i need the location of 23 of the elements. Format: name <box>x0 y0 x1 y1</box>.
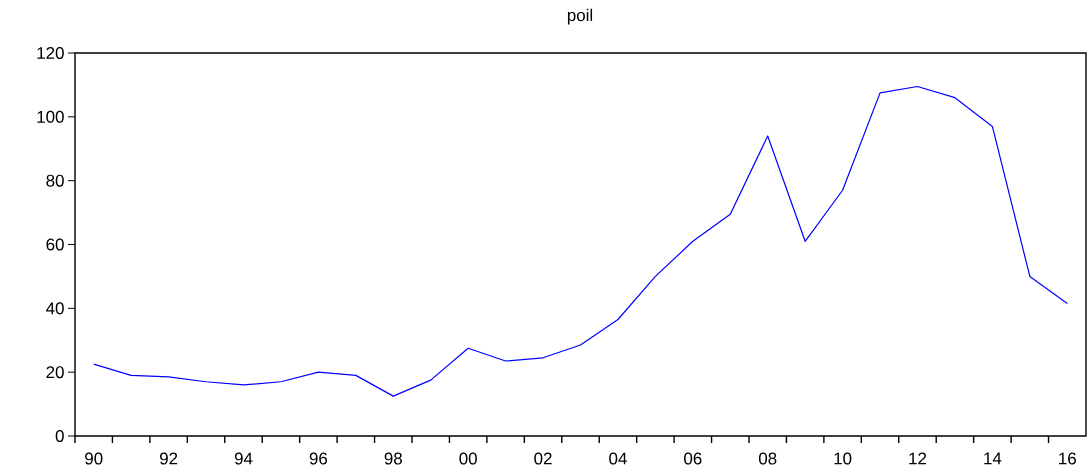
x-tick-label: 94 <box>234 452 253 465</box>
x-tick-label: 02 <box>534 452 552 465</box>
x-tick-label: 12 <box>909 452 927 465</box>
x-tick-label: 14 <box>984 452 1002 465</box>
x-tick-label: 08 <box>758 452 777 465</box>
x-tick-label: 16 <box>1059 452 1076 465</box>
y-tick-label: 40 <box>46 302 64 315</box>
y-tick-label: 0 <box>55 430 64 442</box>
y-tick-label: 80 <box>46 174 64 187</box>
x-tick-label: 10 <box>834 452 852 465</box>
x-tick-label: 04 <box>609 452 627 465</box>
x-tick-label: 06 <box>684 452 702 465</box>
x-tick-label: 90 <box>85 452 103 465</box>
x-tick-label: 96 <box>309 452 328 465</box>
x-tick-label: 92 <box>159 452 178 465</box>
y-tick-label: 20 <box>46 366 64 379</box>
x-tick-label: 98 <box>384 452 402 465</box>
y-tick-label: 100 <box>37 110 64 123</box>
y-tick-label: 120 <box>37 47 64 59</box>
chart-title: poil <box>567 8 593 25</box>
x-tick-label: 00 <box>459 452 477 465</box>
line-series <box>93 85 1068 397</box>
y-tick-label: 60 <box>46 238 64 251</box>
